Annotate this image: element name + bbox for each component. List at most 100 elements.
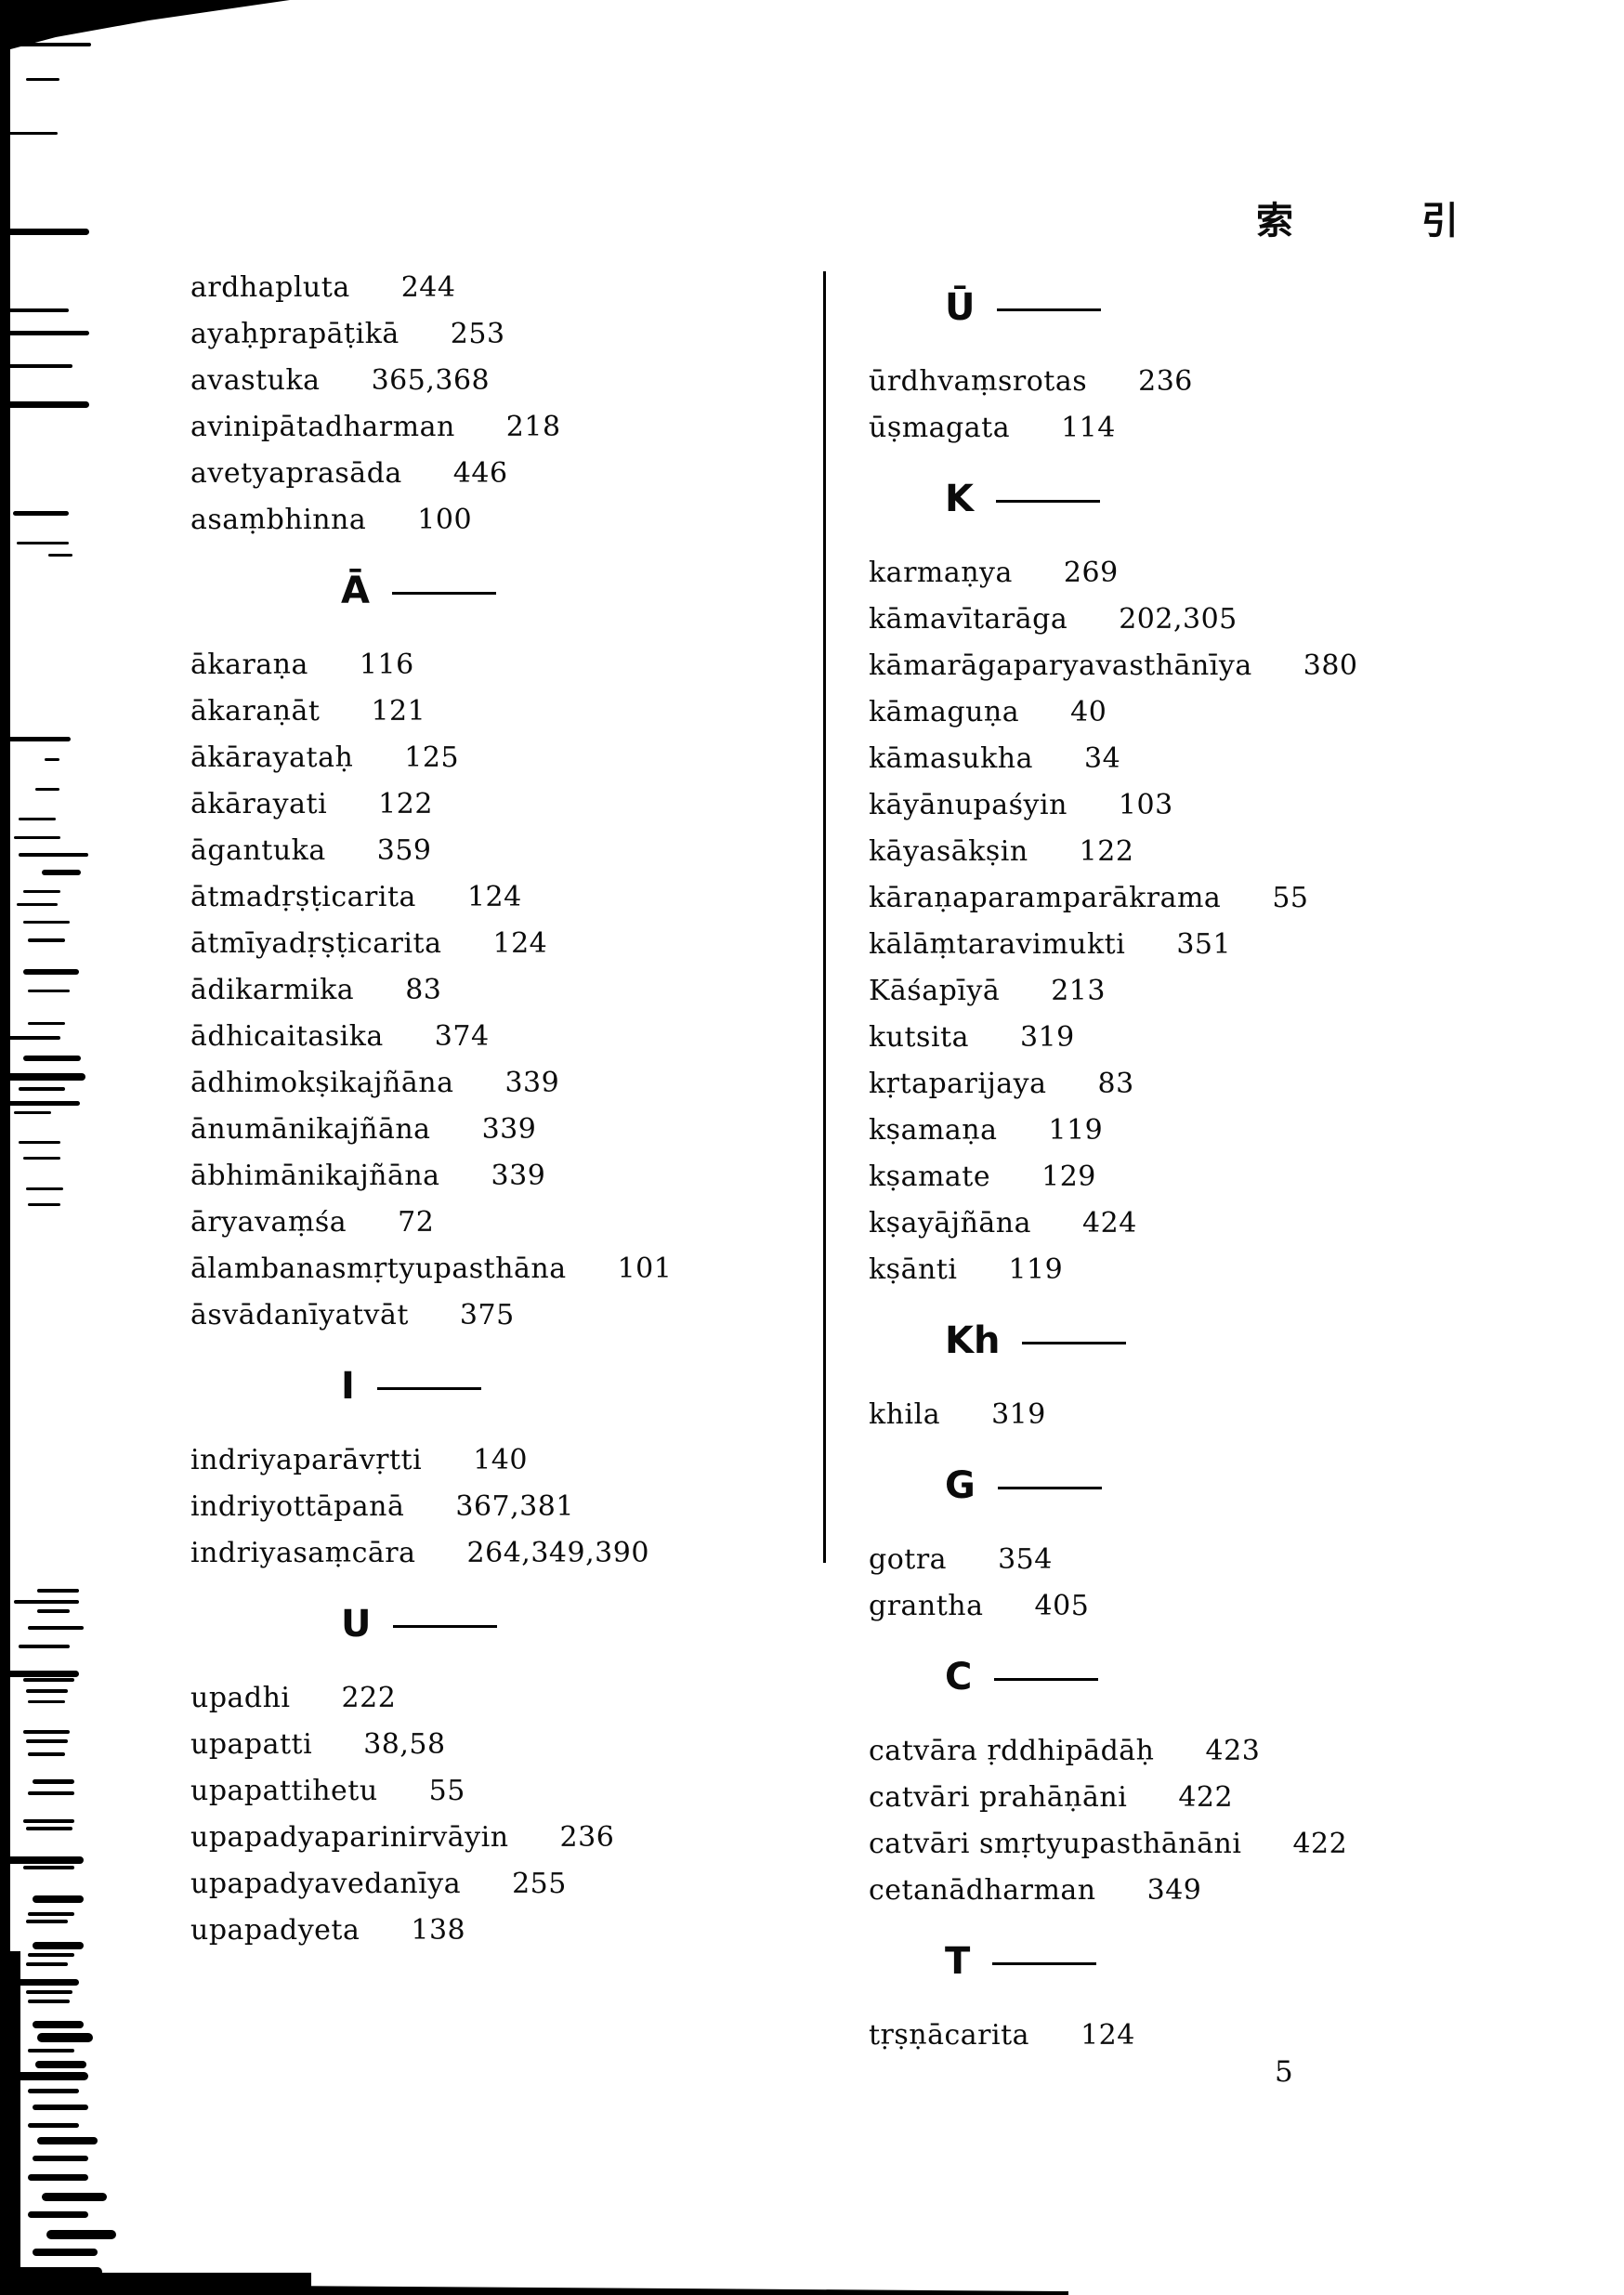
entry-pages: 125 <box>404 741 460 774</box>
scan-artifact-streak <box>0 1671 79 1677</box>
entry-pages: 253 <box>450 318 505 350</box>
scan-artifact-streak <box>23 1678 74 1682</box>
index-entry: tṛṣṇācarita 124 <box>869 2013 1445 2059</box>
section-letter: Kh <box>945 1319 1001 1362</box>
entry-pages: 114 <box>1061 412 1116 444</box>
index-entry: kāmasukha 34 <box>869 736 1445 782</box>
entry-term: tṛṣṇācarita <box>869 2019 1030 2052</box>
entry-term: kāmasukha <box>869 742 1033 775</box>
index-entry: kṣānti 119 <box>869 1247 1445 1293</box>
index-entry: catvāri prahāṇāni 422 <box>869 1775 1445 1821</box>
section-letter: T <box>945 1940 971 1983</box>
scan-artifact-streak <box>26 1739 68 1743</box>
section-letter: U <box>341 1603 372 1646</box>
entry-pages: 339 <box>491 1160 546 1192</box>
scan-artifact-streak <box>23 1056 81 1061</box>
entry-term: ūrdhvaṃsrotas <box>869 365 1088 398</box>
section-letter: I <box>341 1365 355 1408</box>
scan-artifact-streak <box>46 2230 116 2239</box>
section-header: U <box>190 1603 822 1646</box>
index-column-left: ardhapluta 244 ayaḥprapāṭikā 253 avastuka 365… <box>190 265 822 1954</box>
entry-pages: 55 <box>1272 882 1309 914</box>
scan-artifact-streak <box>28 2174 88 2181</box>
index-entry: kāyasākṣin 122 <box>869 829 1445 875</box>
entry-pages: 423 <box>1205 1735 1261 1767</box>
entry-term: upadhi <box>190 1682 291 1714</box>
scan-artifact-streak <box>28 1953 74 1957</box>
index-entry: indriyasaṃcāra 264,349,390 <box>190 1530 822 1577</box>
scan-artifact-streak <box>23 1157 60 1160</box>
entry-term: karmaṇya <box>869 557 1013 589</box>
section-header: T <box>869 1940 1445 1983</box>
entry-term: ūṣmagata <box>869 412 1011 444</box>
scan-artifact-streak <box>7 737 71 741</box>
entry-term: upapadyeta <box>190 1914 360 1947</box>
scan-artifact-streak <box>33 2021 84 2028</box>
scan-artifact-streak <box>14 1600 79 1604</box>
scan-artifact-streak <box>26 1827 72 1830</box>
index-entry: āgantuka 359 <box>190 828 822 874</box>
index-entry: ātmīyadṛṣṭicarita 124 <box>190 921 822 967</box>
index-entry: āsvādanīyatvāt 375 <box>190 1292 822 1339</box>
entry-pages: 55 <box>428 1775 465 1807</box>
entry-term: kāmarāgaparyavasthānīya <box>869 649 1252 682</box>
entry-term: ālambanasmṛtyupasthāna <box>190 1252 567 1285</box>
entry-pages: 38,58 <box>363 1728 446 1761</box>
entry-term: khila <box>869 1398 941 1431</box>
entry-term: avastuka <box>190 364 321 397</box>
index-entry: upapattihetu 55 <box>190 1768 822 1815</box>
entry-term: indriyasaṃcāra <box>190 1537 416 1569</box>
entry-term: upapattihetu <box>190 1775 378 1807</box>
entry-pages: 255 <box>512 1868 567 1900</box>
section-header: Kh <box>869 1319 1445 1362</box>
entry-pages: 422 <box>1292 1828 1348 1860</box>
index-entry: catvāri smṛtyupasthānāni 422 <box>869 1821 1445 1868</box>
index-entry: indriyaparāvṛtti 140 <box>190 1437 822 1484</box>
scan-artifact-streak <box>26 1990 72 1994</box>
scan-artifact-streak <box>28 938 65 942</box>
scan-artifact-streak <box>28 2089 79 2093</box>
entry-term: avetyaprasāda <box>190 457 402 490</box>
entry-pages: 319 <box>991 1398 1046 1431</box>
entry-term: kṣamate <box>869 1161 991 1193</box>
section-header: K <box>869 478 1445 520</box>
scan-artifact-streak <box>23 1866 74 1869</box>
entry-pages: 34 <box>1084 742 1121 775</box>
entry-term: kāmavītarāga <box>869 603 1068 636</box>
index-entry: ākaraṇa 116 <box>190 642 822 688</box>
entry-term: ādhimokṣikajñāna <box>190 1067 454 1099</box>
entry-pages: 339 <box>504 1067 560 1099</box>
scan-artifact-streak <box>0 1036 60 1040</box>
index-entry: kṣayājñāna 424 <box>869 1200 1445 1247</box>
scan-artifact-streak <box>19 818 56 820</box>
entry-term: upapadyavedanīya <box>190 1868 462 1900</box>
scan-artifact-streak <box>28 2211 88 2218</box>
entry-pages: 122 <box>1079 835 1134 868</box>
index-entry: upapadyavedanīya 255 <box>190 1861 822 1908</box>
index-entry: upapadyaparinirvāyin 236 <box>190 1815 822 1861</box>
index-entry: āryavaṃśa 72 <box>190 1200 822 1246</box>
entry-pages: 83 <box>1097 1068 1134 1100</box>
index-entry: upadhi 222 <box>190 1675 822 1722</box>
entry-term: Kāśapīyā <box>869 975 1001 1007</box>
entry-pages: 244 <box>400 271 456 304</box>
scan-artifact-streak <box>14 1111 51 1114</box>
scan-artifact-streak <box>28 1791 74 1795</box>
scan-artifact-streak <box>0 401 89 408</box>
scan-artifact-streak <box>26 1962 68 1966</box>
entry-pages: 424 <box>1082 1207 1137 1239</box>
entry-term: āsvādanīyatvāt <box>190 1299 409 1331</box>
entry-pages: 122 <box>378 788 433 820</box>
entry-pages: 129 <box>1041 1161 1096 1193</box>
entry-pages: 124 <box>466 881 522 913</box>
index-entry: ardhapluta 244 <box>190 265 822 311</box>
entry-pages: 121 <box>371 695 426 728</box>
entry-pages: 319 <box>1020 1021 1075 1054</box>
page-number: 5 <box>1275 2055 1293 2089</box>
index-entry: catvāra ṛddhipādāḥ 423 <box>869 1728 1445 1775</box>
entry-pages: 218 <box>505 411 561 443</box>
entry-pages: 103 <box>1118 789 1173 821</box>
scan-artifact-streak <box>33 1942 84 1949</box>
scan-artifact-streak <box>0 1856 84 1864</box>
